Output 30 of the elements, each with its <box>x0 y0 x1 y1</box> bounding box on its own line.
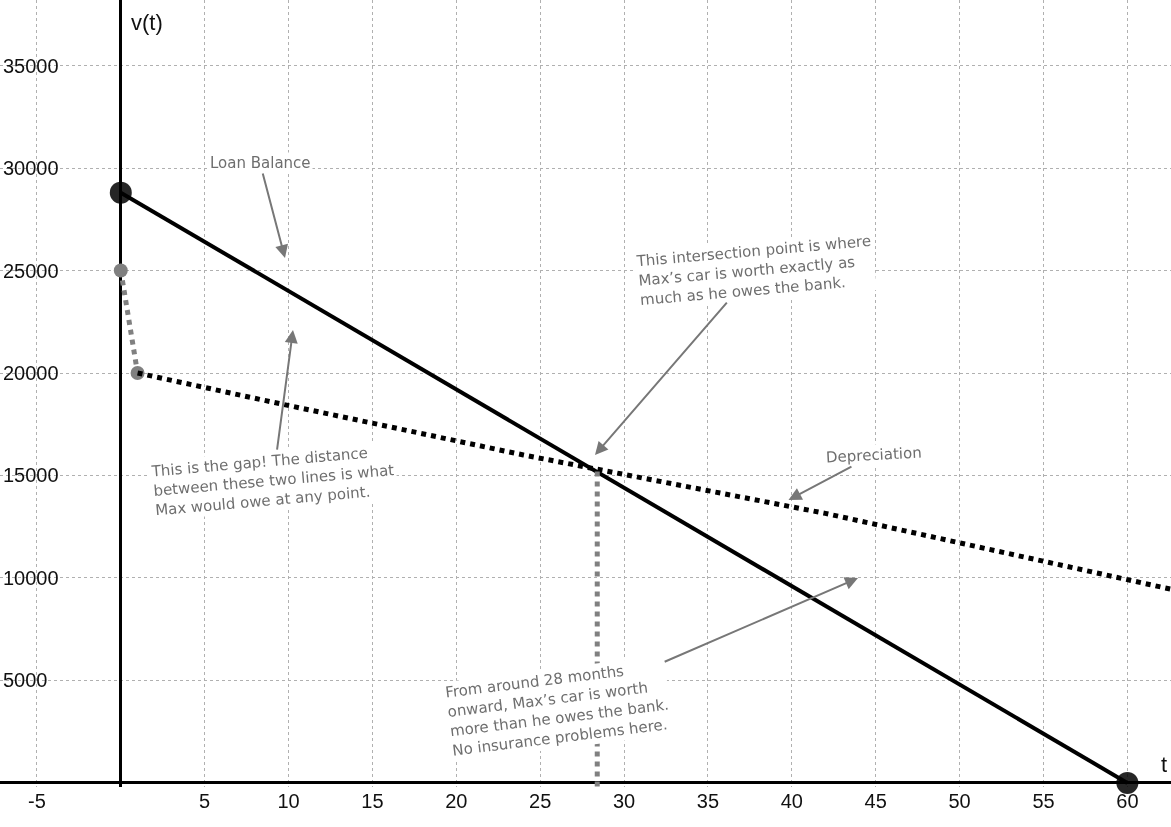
y-tick-label: 30000 <box>3 157 59 180</box>
x-tick-label: 10 <box>277 790 300 812</box>
x-tick-label: 20 <box>445 790 468 812</box>
x-tick-label: -5 <box>28 790 46 812</box>
annotation: This intersection point is where Max’s car is worth exactly as much as he owes the bank. <box>635 231 872 310</box>
y-tick-label: 15000 <box>3 464 59 487</box>
x-tick-label: 35 <box>696 790 720 812</box>
x-tick-label: 15 <box>361 790 384 812</box>
x-tick-label: 60 <box>1116 790 1139 812</box>
annotation: Loan Balance <box>210 154 311 172</box>
x-tick-label: 30 <box>612 790 636 812</box>
point <box>113 263 128 278</box>
annotation: This is the gap! The distance between these two lines is what Max would owe at any point. <box>150 443 395 520</box>
x-tick-label: 5 <box>199 790 211 812</box>
point <box>1116 771 1139 794</box>
y-tick-label: 20000 <box>3 362 59 385</box>
x-tick-label: 50 <box>948 790 971 812</box>
y-axis-title: v(t) <box>131 10 163 35</box>
x-tick-label: 45 <box>864 790 887 812</box>
y-tick-label: 10000 <box>3 566 59 589</box>
y-tick-label: 25000 <box>3 259 59 282</box>
x-tick-label: 40 <box>780 790 803 812</box>
x-tick-label: 25 <box>529 790 552 812</box>
point <box>109 181 132 204</box>
x-tick-label: 55 <box>1032 790 1055 812</box>
y-tick-label: 35000 <box>3 54 59 77</box>
x-axis-title: t <box>1161 752 1168 777</box>
annotation: Depreciation <box>825 443 923 467</box>
y-tick-label: 5000 <box>3 669 48 692</box>
annotation: From around 28 months onward, Max’s car is worth more than he owes the bank. No insurance problems here. <box>444 661 670 760</box>
